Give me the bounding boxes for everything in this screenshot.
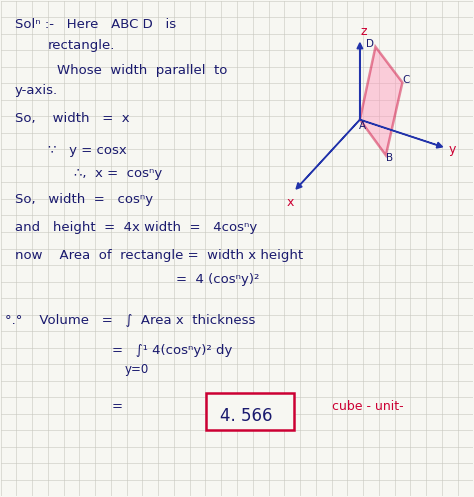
Text: y=0: y=0 (125, 363, 149, 377)
Text: and   height  =  4x width  =   4cosⁿy: and height = 4x width = 4cosⁿy (15, 221, 257, 234)
Text: =  4 (cosⁿy)²: = 4 (cosⁿy)² (175, 273, 259, 286)
Text: ∵   y = cosx: ∵ y = cosx (48, 145, 127, 158)
Text: =: = (112, 400, 123, 413)
Text: C: C (402, 75, 410, 85)
Text: B: B (386, 153, 393, 163)
Text: °.°    Volume   =   ∫  Area x  thickness: °.° Volume = ∫ Area x thickness (5, 313, 256, 326)
Text: cube - unit-: cube - unit- (331, 400, 403, 413)
Text: Solⁿ :-   Here   ABC D   is: Solⁿ :- Here ABC D is (15, 18, 176, 31)
Text: =   ∫¹ 4(cosⁿy)² dy: = ∫¹ 4(cosⁿy)² dy (112, 343, 232, 357)
Text: y-axis.: y-axis. (15, 84, 58, 97)
Text: rectangle.: rectangle. (48, 39, 115, 52)
Text: ∴,  x =  cosⁿy: ∴, x = cosⁿy (74, 166, 162, 180)
FancyArrow shape (360, 119, 443, 148)
Text: So,   width  =   cosⁿy: So, width = cosⁿy (15, 193, 153, 206)
Text: z: z (360, 25, 367, 38)
Polygon shape (360, 47, 402, 156)
FancyBboxPatch shape (206, 393, 294, 430)
Text: Whose  width  parallel  to: Whose width parallel to (57, 64, 228, 77)
Text: A: A (359, 121, 366, 131)
Text: now    Area  of  rectangle =  width x height: now Area of rectangle = width x height (15, 248, 303, 261)
Text: x: x (287, 196, 294, 209)
FancyArrow shape (357, 43, 363, 120)
Text: So,    width   =  x: So, width = x (15, 112, 129, 125)
Text: 4. 566: 4. 566 (220, 407, 273, 424)
FancyArrow shape (296, 119, 360, 189)
Text: y: y (448, 143, 456, 156)
Text: D: D (366, 39, 374, 49)
